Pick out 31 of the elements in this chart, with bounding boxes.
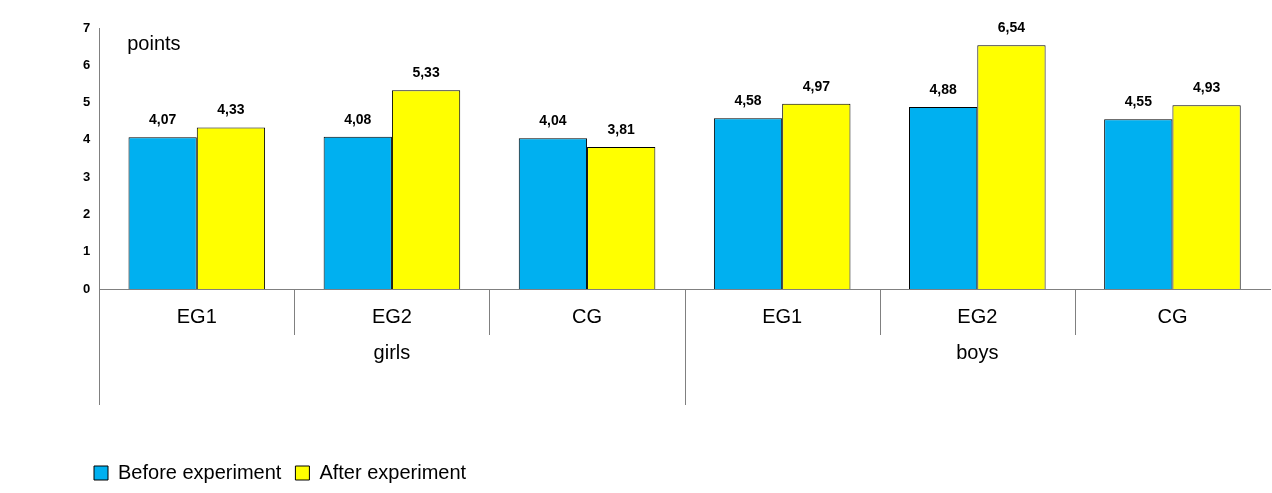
x-tick-label: EG2 — [371, 304, 412, 327]
y-tick-label: 7 — [83, 19, 91, 35]
data-label: 4,88 — [929, 80, 957, 97]
x-tick-label: EG1 — [762, 304, 803, 327]
data-label: 4,07 — [149, 111, 177, 128]
data-label: 4,58 — [734, 92, 762, 109]
y-tick-label: 0 — [83, 280, 91, 296]
text: girls — [373, 340, 411, 363]
legend-label: After experiment — [319, 460, 467, 483]
x-tick-label: CG — [1157, 304, 1188, 327]
x-tick-label: CG — [572, 304, 603, 327]
data-label: 4,04 — [539, 112, 567, 129]
y-tick-label: 3 — [83, 168, 91, 184]
y-axis-title: points — [127, 31, 181, 54]
y-tick-label: 4 — [83, 131, 91, 147]
y-tick-label: 6 — [83, 56, 91, 72]
data-label: 6,54 — [997, 19, 1026, 36]
x-tick-label: EG2 — [957, 304, 998, 327]
data-label: 4,55 — [1124, 93, 1153, 110]
data-label: 5,33 — [412, 64, 440, 81]
data-label: 4,93 — [1192, 79, 1221, 96]
y-tick-label: 5 — [83, 94, 91, 110]
text: boys — [956, 340, 999, 363]
data-label: 4,33 — [217, 101, 245, 118]
data-label: 4,97 — [802, 77, 831, 94]
y-tick-label: 1 — [83, 243, 91, 259]
data-label: 3,81 — [607, 120, 636, 137]
data-label: 4,08 — [344, 110, 372, 127]
y-tick-label: 2 — [83, 206, 91, 222]
legend-label: Before experiment — [118, 460, 282, 483]
x-tick-label: EG1 — [176, 304, 217, 327]
